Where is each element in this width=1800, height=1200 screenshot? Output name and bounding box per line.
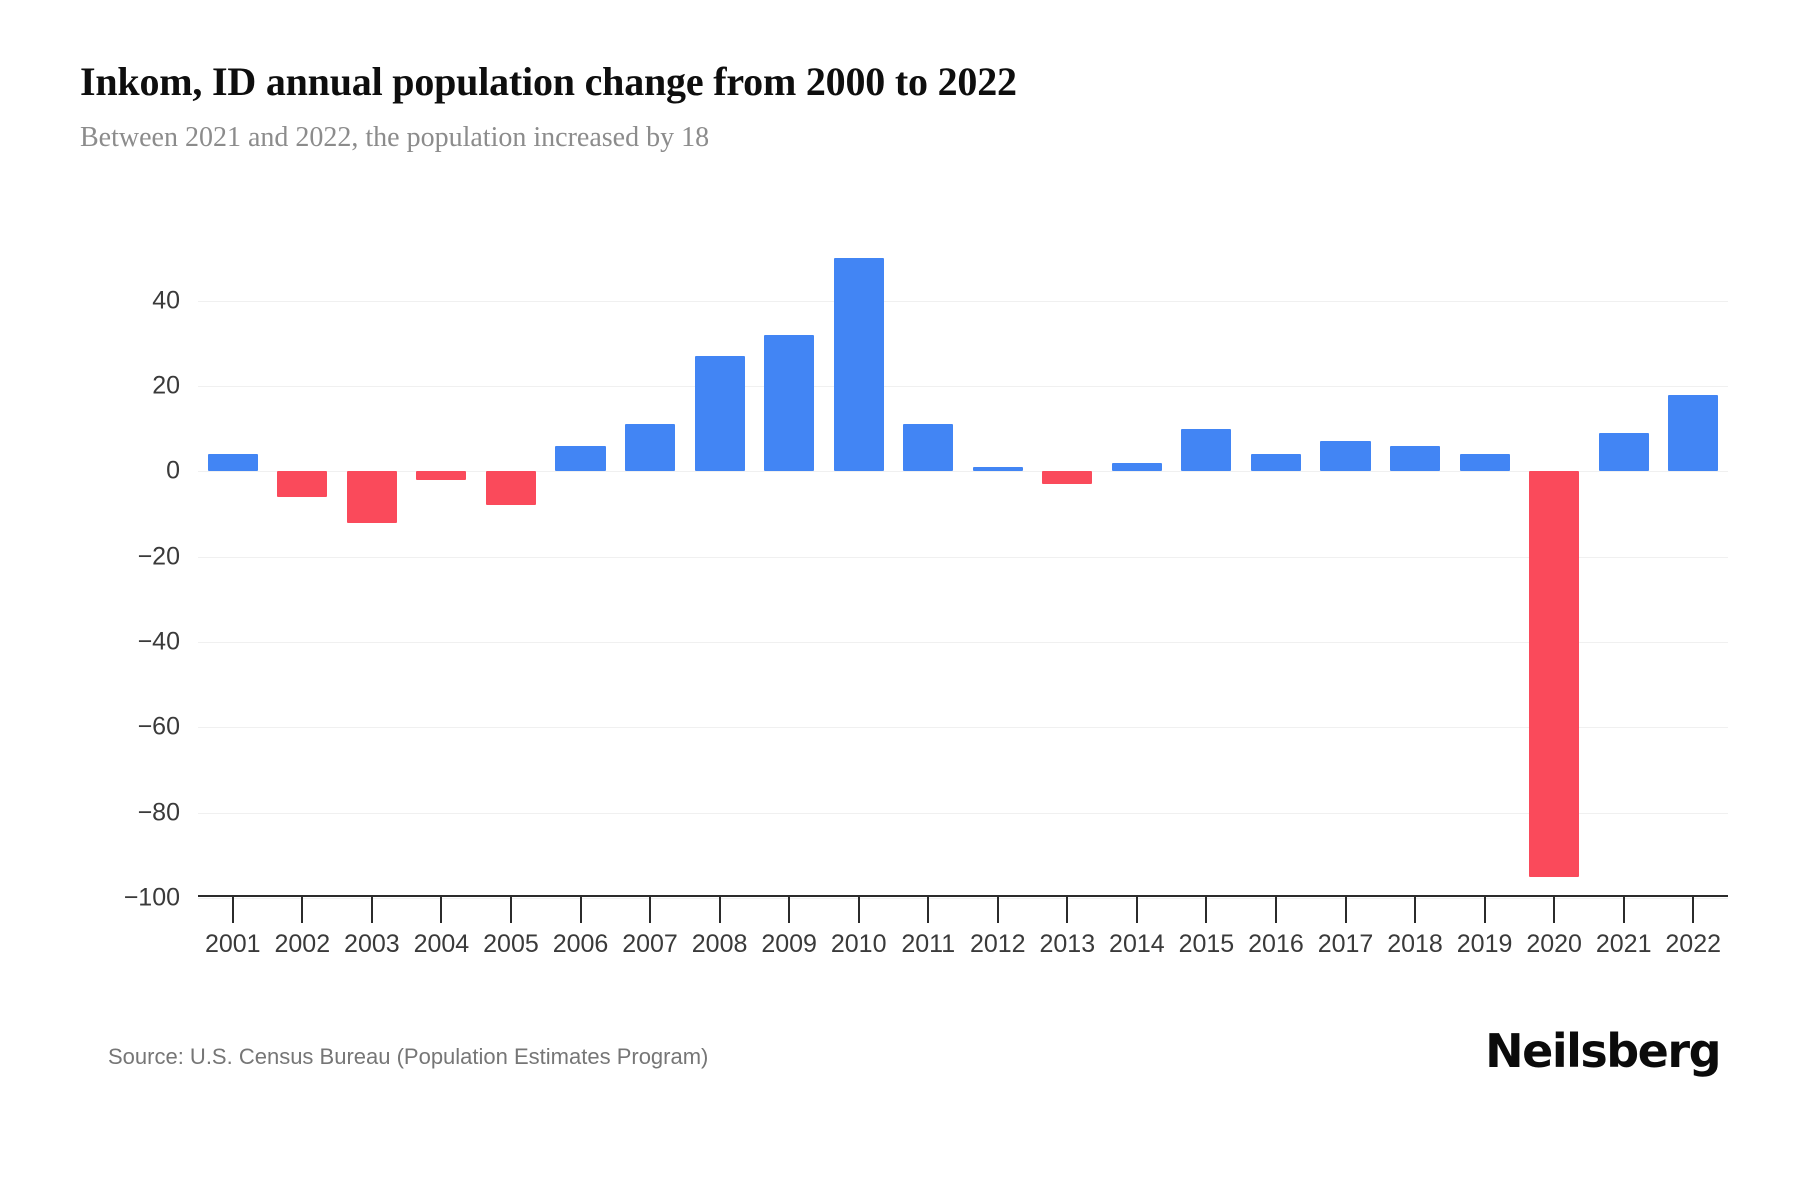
x-axis-tick: [1066, 897, 1069, 923]
x-axis-tick: [1553, 897, 1556, 923]
x-axis-tick-label: 2002: [274, 930, 331, 958]
x-axis-tick: [579, 897, 582, 923]
x-axis-tick: [996, 897, 999, 923]
x-axis-tick-label: 2015: [1178, 930, 1235, 958]
bar-2001[interactable]: [207, 454, 258, 472]
x-axis-tick: [788, 897, 791, 923]
y-axis-tick-label: −80: [137, 798, 180, 827]
gridline: [198, 812, 1728, 814]
x-axis-tick-label: 2009: [761, 930, 817, 958]
bar-2005[interactable]: [485, 471, 536, 506]
x-axis-tick-label: 2016: [1248, 930, 1304, 958]
x-axis-tick-label: 2018: [1387, 930, 1443, 958]
x-axis-tick: [370, 897, 373, 923]
x-axis-tick: [649, 897, 652, 923]
gridline: [198, 727, 1728, 729]
x-axis-tick-label: 2010: [830, 930, 887, 958]
bar-2020[interactable]: [1529, 471, 1580, 877]
y-axis-tick-label: −40: [137, 627, 180, 656]
gridline: [198, 300, 1728, 302]
plot-area: 40 20 0 −20 −40 −60 −80 −100: [124, 258, 1728, 912]
bar-2009[interactable]: [764, 334, 815, 472]
x-axis-tick: [1344, 897, 1347, 923]
x-axis-tick-label: 2001: [204, 930, 261, 958]
gridline: [198, 471, 1728, 473]
brand-logo: Neilsberg: [1485, 1024, 1721, 1078]
x-axis-tick: [1692, 897, 1695, 923]
y-axis-tick-label: −60: [137, 712, 180, 741]
bars-group: [198, 258, 1728, 898]
gridline: [198, 386, 1728, 387]
x-axis-tick: [857, 897, 860, 923]
x-axis-tick: [231, 897, 234, 923]
bar-2012[interactable]: [972, 467, 1023, 472]
x-axis-tick-label: 2008: [691, 930, 748, 958]
gridline: [198, 556, 1728, 558]
y-axis-tick-label: −100: [123, 883, 180, 912]
x-axis-tick-label: 2013: [1039, 930, 1096, 958]
x-axis-line: [198, 895, 1728, 897]
x-axis-tick-label: 2019: [1456, 930, 1513, 958]
y-axis-tick-label: 0: [166, 456, 180, 485]
x-axis-tick: [1622, 897, 1625, 923]
bar-2002[interactable]: [277, 471, 328, 497]
bar-2016[interactable]: [1250, 454, 1301, 472]
x-axis-tick-label: 2021: [1595, 930, 1652, 958]
y-axis-tick-label: 40: [152, 286, 180, 315]
y-axis-tick-label: −20: [137, 542, 180, 571]
bar-2008[interactable]: [694, 356, 745, 472]
bar-2014[interactable]: [1111, 462, 1162, 472]
bar-2022[interactable]: [1668, 394, 1719, 472]
x-axis-tick-label: 2004: [413, 930, 470, 958]
x-axis-tick: [301, 897, 304, 923]
x-axis-tick: [440, 897, 443, 923]
bar-2015[interactable]: [1181, 428, 1232, 472]
x-axis-tick-label: 2011: [901, 930, 956, 958]
x-axis-tick-label: 2017: [1317, 930, 1374, 958]
bar-2019[interactable]: [1459, 454, 1510, 472]
page-title: Inkom, ID annual population change from …: [80, 59, 1017, 104]
bar-2013[interactable]: [1042, 471, 1093, 485]
x-axis-tick-label: 2022: [1665, 930, 1722, 958]
x-axis-tick: [1483, 897, 1486, 923]
bar-2010[interactable]: [833, 258, 884, 472]
x-axis-tick: [1135, 897, 1138, 923]
x-axis-tick: [927, 897, 930, 923]
x-axis-tick-label: 2007: [622, 930, 678, 958]
gridline: [198, 898, 1728, 899]
bar-2006[interactable]: [555, 445, 606, 472]
source-note: Source: U.S. Census Bureau (Population E…: [108, 1044, 709, 1069]
x-axis-tick-label: 2012: [969, 930, 1026, 958]
bar-2017[interactable]: [1320, 441, 1371, 472]
bar-2007[interactable]: [625, 424, 676, 472]
x-axis-tick-label: 2005: [483, 930, 539, 958]
x-axis-tick: [718, 897, 721, 923]
x-axis-tick: [509, 897, 512, 923]
bar-2011[interactable]: [903, 424, 954, 472]
bar-2018[interactable]: [1390, 445, 1441, 472]
bar-2004[interactable]: [416, 471, 467, 480]
y-axis-tick-label: 20: [152, 371, 180, 400]
chart-subtitle: Between 2021 and 2022, the population in…: [80, 122, 710, 153]
x-axis-tick: [1205, 897, 1208, 923]
bar-2021[interactable]: [1598, 432, 1649, 472]
x-axis-tick-label: 2003: [344, 930, 400, 958]
bar-2003[interactable]: [346, 471, 397, 523]
x-axis-tick: [1414, 897, 1417, 923]
x-axis-tick-label: 2006: [552, 930, 609, 958]
x-axis-tick-label: 2014: [1109, 930, 1165, 958]
x-axis-tick: [1274, 897, 1277, 923]
x-axis-tick-label: 2020: [1526, 930, 1582, 958]
gridline: [198, 642, 1728, 643]
